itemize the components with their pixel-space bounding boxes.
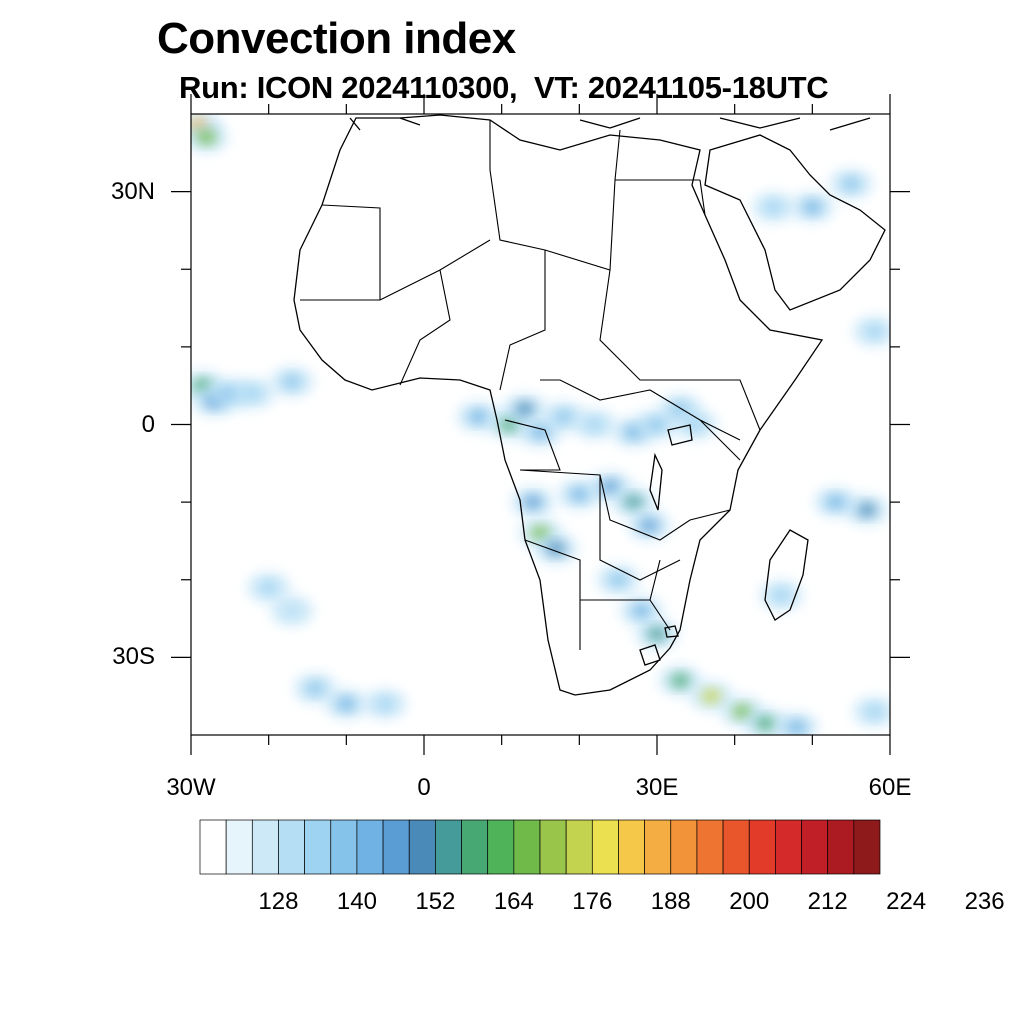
lake-victoria — [667, 424, 693, 446]
lon-label: 0 — [417, 774, 431, 801]
convection-cell — [841, 176, 862, 191]
convection-cell — [584, 417, 605, 432]
arabia-coastline — [704, 134, 886, 311]
country-borders — [300, 120, 771, 650]
convection-cell — [468, 409, 489, 424]
lake-tanganyika — [649, 452, 663, 511]
convection-cell — [258, 580, 279, 595]
colorbar-label: 152 — [415, 888, 456, 915]
map-subtitle: Run: ICON 2024110300, VT: 20241105-18UTC — [179, 70, 829, 105]
convection-cell — [647, 417, 667, 432]
convection-cell — [546, 541, 567, 556]
convection-cell — [600, 479, 621, 494]
colorbar-label: 140 — [336, 888, 377, 915]
convection-cell — [281, 374, 302, 389]
lon-label: 30W — [166, 774, 216, 801]
lat-label: 30N — [110, 177, 155, 205]
colorbar-label: 176 — [572, 888, 613, 915]
convection-cell — [856, 502, 877, 517]
convection-cell — [802, 200, 823, 215]
convection-cell — [864, 704, 885, 719]
colorbar-label: 188 — [650, 888, 691, 915]
colorbar-label: 128 — [258, 888, 299, 915]
convection-cell — [685, 417, 706, 432]
convection-cell — [631, 603, 652, 618]
convection-cell — [522, 495, 543, 510]
lat-label: 0 — [141, 410, 155, 438]
convection-cell — [281, 603, 302, 618]
convection-cell — [755, 716, 776, 731]
convection-cell — [196, 130, 217, 145]
convection-cell — [375, 696, 396, 711]
convection-cell — [771, 588, 792, 603]
colorbar-label: 212 — [807, 888, 848, 915]
convection-cell — [864, 324, 885, 339]
lon-label: 30E — [635, 774, 679, 801]
convection-cell — [639, 518, 660, 533]
convection-cell — [243, 386, 264, 401]
convection-cell — [647, 627, 667, 642]
colorbar-label: 200 — [729, 888, 770, 915]
convection-cell — [623, 495, 644, 510]
colorbar-label: 164 — [493, 888, 534, 915]
lat-label: 30S — [112, 643, 155, 671]
convection-field — [191, 114, 890, 735]
convection-cell — [608, 572, 629, 587]
colorbar-label: 236 — [964, 888, 1005, 915]
convection-cell — [553, 409, 574, 424]
eswatini-border — [664, 625, 679, 638]
lesotho-border — [639, 644, 661, 666]
lon-label: 60E — [868, 774, 912, 801]
convection-cell — [530, 425, 551, 440]
convection-cell — [305, 681, 326, 696]
convection-cell — [825, 495, 846, 510]
convection-cell — [701, 689, 722, 704]
convection-cell — [569, 487, 590, 502]
africa-coastline — [293, 114, 824, 696]
madagascar-coastline — [764, 529, 809, 621]
map-title: Convection index — [157, 14, 516, 63]
convection-cell — [763, 200, 784, 215]
colorbar-label: 224 — [886, 888, 927, 915]
convection-cell — [786, 720, 807, 735]
convection-cell — [514, 401, 535, 416]
convection-cell — [336, 696, 357, 711]
europe-coast-fragments — [349, 117, 871, 131]
coastlines-and-borders — [293, 114, 886, 696]
convection-cell — [670, 673, 691, 688]
